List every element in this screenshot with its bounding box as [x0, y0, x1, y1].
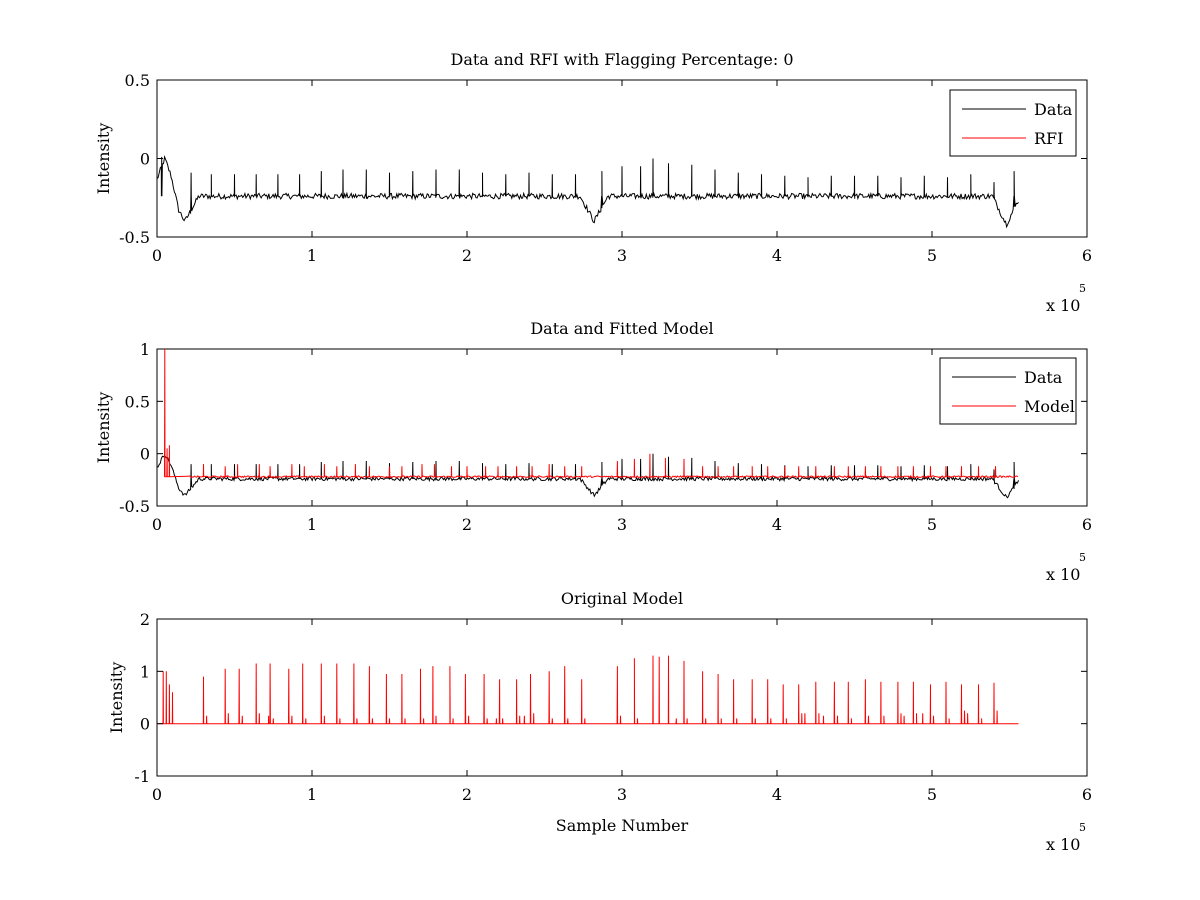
x-tick-label: 5 — [927, 246, 937, 265]
legend-label-data: Data — [1034, 100, 1073, 119]
legend-box — [939, 357, 1077, 425]
x-tick-label: 5 — [927, 785, 937, 804]
x-multiplier-exponent: 5 — [1079, 821, 1086, 834]
x-tick-label: 5 — [927, 515, 937, 534]
y-axis-label: Intensity — [94, 123, 113, 195]
series-line-data — [156, 154, 1019, 229]
x-tick-label: 3 — [617, 246, 627, 265]
legend-box — [949, 89, 1077, 157]
x-tick-label: 6 — [1082, 246, 1092, 265]
chart-title: Original Model — [561, 589, 683, 608]
chart-title: Data and RFI with Flagging Percentage: 0 — [450, 50, 793, 69]
x-multiplier-exponent: 5 — [1079, 551, 1086, 564]
x-tick-label: 1 — [307, 515, 317, 534]
y-axis-label: Intensity — [107, 662, 126, 734]
legend-label-model: Model — [1024, 397, 1075, 416]
y-axis-label: Intensity — [94, 392, 113, 464]
axes-frame — [156, 618, 1088, 777]
x-axis-label: Sample Number — [556, 816, 689, 835]
x-multiplier-base: x 10 — [1046, 835, 1080, 854]
x-tick-label: 4 — [772, 246, 782, 265]
x-multiplier-base: x 10 — [1046, 296, 1080, 315]
y-tick-label: 1 — [140, 662, 150, 681]
x-tick-label: 2 — [462, 515, 472, 534]
legend: Data RFI — [949, 89, 1077, 157]
chart-title: Data and Fitted Model — [530, 319, 713, 338]
x-tick-label: 2 — [462, 785, 472, 804]
y-tick-label: -1 — [134, 767, 150, 786]
legend-label-rfi: RFI — [1034, 129, 1063, 148]
x-tick-label: 3 — [617, 515, 627, 534]
legend-label-data: Data — [1024, 368, 1063, 387]
y-tick-label: -0.5 — [119, 228, 150, 247]
x-tick-label: 2 — [462, 246, 472, 265]
series-line-model — [164, 348, 1019, 479]
y-tick-label: 0.5 — [125, 71, 150, 90]
series-line-model — [157, 655, 1019, 725]
x-tick-label: 6 — [1082, 515, 1092, 534]
x-tick-label: 0 — [152, 515, 162, 534]
x-tick-label: 1 — [307, 246, 317, 265]
y-tick-label: -0.5 — [119, 497, 150, 516]
x-tick-label: 0 — [152, 246, 162, 265]
x-tick-label: 1 — [307, 785, 317, 804]
series-line-data — [156, 453, 1019, 499]
y-tick-label: 0.5 — [125, 392, 150, 411]
x-tick-label: 4 — [772, 515, 782, 534]
y-tick-label: 0 — [140, 715, 150, 734]
axes-frame — [156, 79, 1088, 238]
y-tick-label: 0 — [140, 150, 150, 169]
x-multiplier-exponent: 5 — [1079, 282, 1086, 295]
x-tick-label: 4 — [772, 785, 782, 804]
y-tick-label: 2 — [140, 610, 150, 629]
y-tick-label: 0 — [140, 445, 150, 464]
x-tick-label: 3 — [617, 785, 627, 804]
x-multiplier-base: x 10 — [1046, 565, 1080, 584]
x-tick-label: 6 — [1082, 785, 1092, 804]
y-tick-label: 1 — [140, 340, 150, 359]
x-tick-label: 0 — [152, 785, 162, 804]
legend: Data Model — [939, 357, 1077, 425]
